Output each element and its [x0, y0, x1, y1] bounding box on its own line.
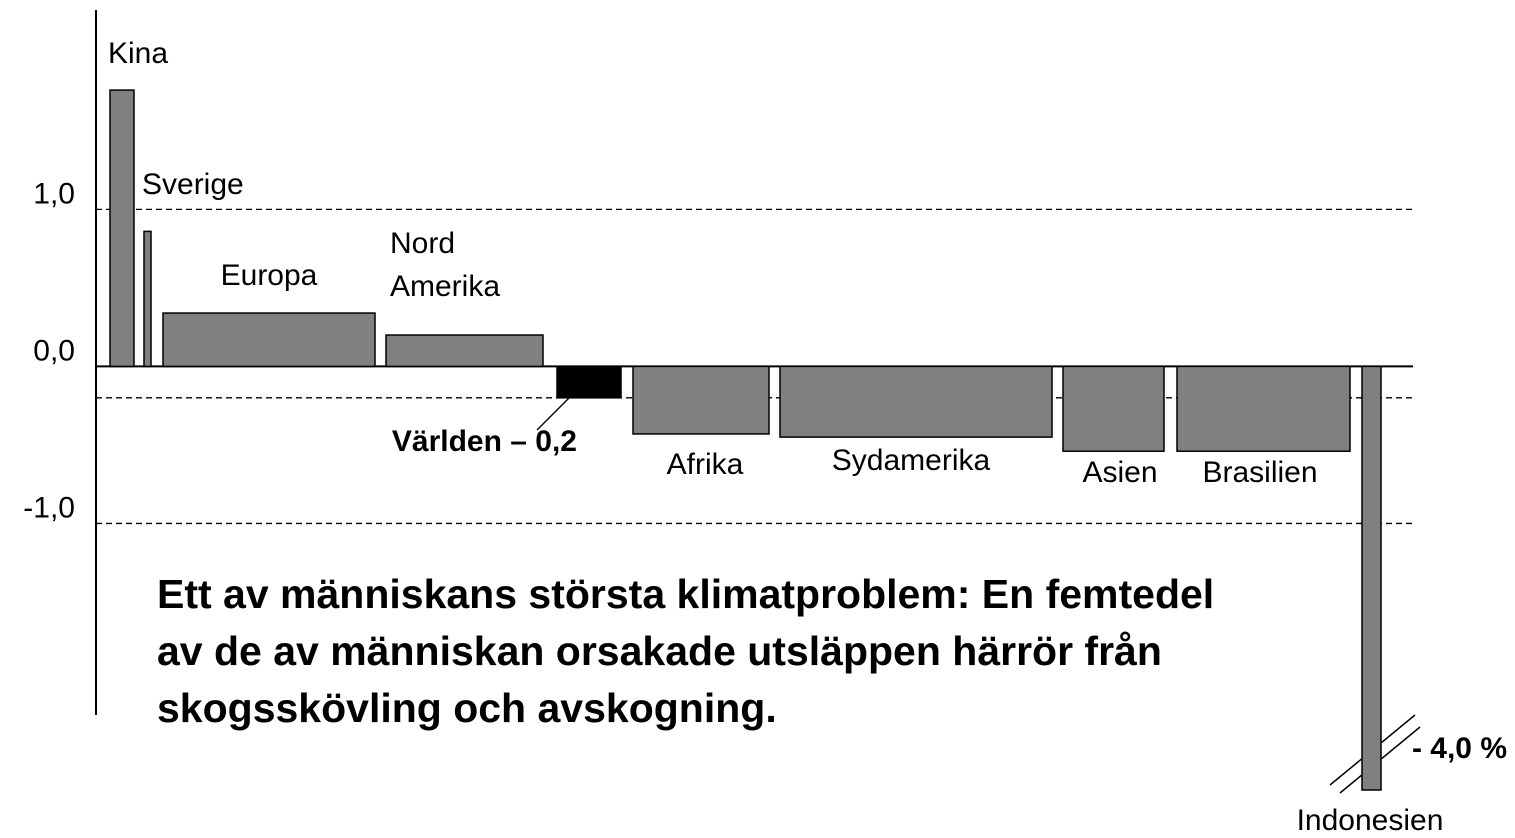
bar: [1176, 365, 1351, 452]
y-tick-label: -1,0: [23, 491, 75, 524]
category-label: Europa: [221, 259, 318, 292]
bar: [162, 312, 376, 368]
bar: [556, 365, 622, 399]
bar: [632, 365, 770, 435]
annotation: Ett av människans största klimatproblem:…: [157, 571, 1215, 731]
value-label: - 4,0 %: [1412, 732, 1507, 765]
category-label: Världen – 0,2: [392, 425, 577, 458]
leader-line: [536, 391, 576, 431]
bar: [385, 334, 544, 368]
y-tick-label: 0,0: [33, 334, 75, 367]
bar: [143, 230, 152, 368]
category-label: Asien: [1082, 456, 1157, 489]
category-label: Brasilien: [1202, 456, 1317, 489]
category-label: Nord Amerika: [390, 227, 501, 303]
category-label: Kina: [108, 37, 168, 70]
value-label: – 0,2: [510, 425, 577, 458]
bar: [779, 365, 1053, 438]
category-label: Världen: [392, 425, 502, 458]
bar: [1062, 365, 1165, 452]
bar: [1361, 365, 1382, 791]
category-label: Sverige: [142, 168, 244, 201]
category-label: Afrika: [667, 448, 744, 481]
category-label: Indonesien: [1297, 804, 1444, 837]
category-label: Sydamerika: [832, 444, 991, 477]
y-tick-label: 1,0: [33, 177, 75, 210]
bar: [109, 89, 135, 368]
